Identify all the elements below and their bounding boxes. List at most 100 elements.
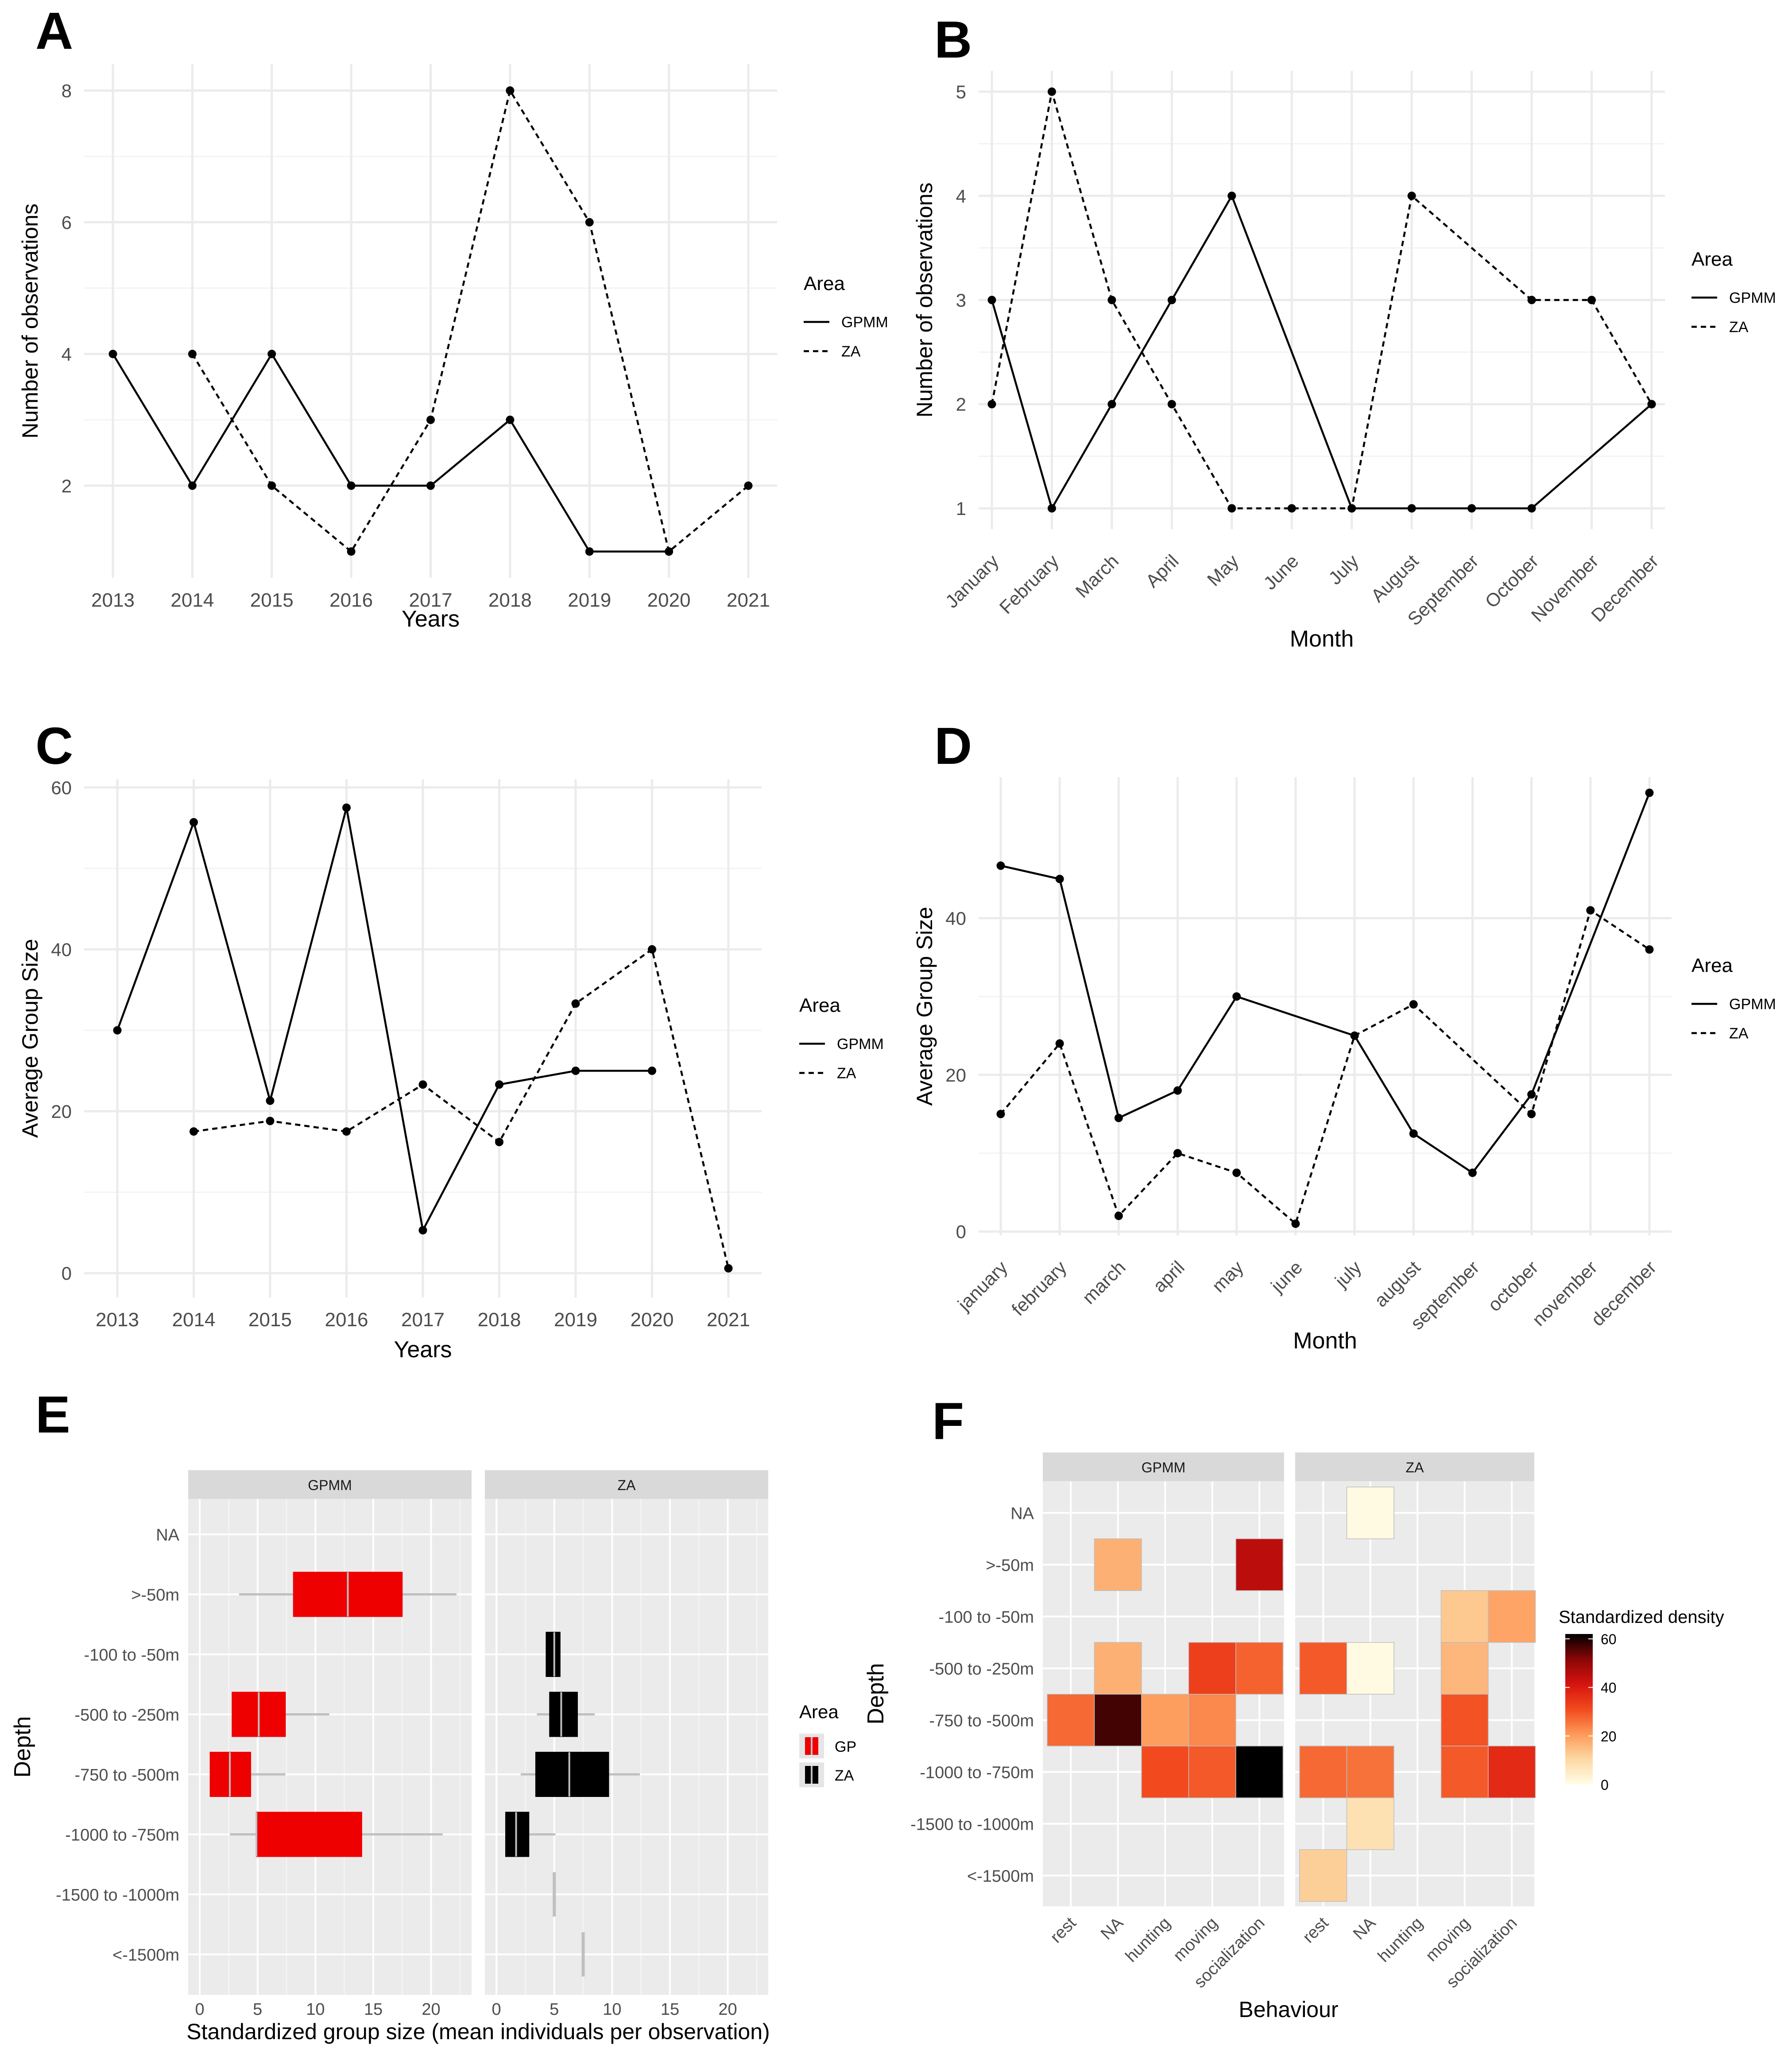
data-point-gpmm xyxy=(108,349,117,358)
data-point-gpmm xyxy=(1527,1090,1536,1099)
data-point-gpmm xyxy=(1114,1114,1123,1123)
box-iqr xyxy=(546,1632,561,1677)
x-tick-label: 5 xyxy=(550,2000,559,2019)
x-tick-label: 0 xyxy=(492,2000,501,2019)
facet-panel xyxy=(485,1499,768,1995)
legend-label: GP xyxy=(835,1739,856,1755)
data-point-za xyxy=(996,1110,1005,1119)
heatmap-cell xyxy=(1346,1746,1394,1798)
panel-label-d: D xyxy=(934,717,972,775)
x-tick-label: 2021 xyxy=(727,589,770,611)
data-point-za xyxy=(1587,296,1596,304)
y-tick-label: 2 xyxy=(62,476,72,496)
panel-label-c: C xyxy=(35,717,73,775)
facet-label: ZA xyxy=(1406,1460,1424,1475)
data-point-za xyxy=(506,86,515,95)
data-point-gpmm xyxy=(1468,1168,1477,1177)
heatmap-cell xyxy=(1235,1642,1284,1695)
y-axis-title: Depth xyxy=(863,1663,889,1725)
x-tick-label: 20 xyxy=(422,2000,440,2019)
data-point-gpmm xyxy=(267,349,276,358)
x-axis-title: Behaviour xyxy=(1239,1997,1338,2022)
y-tick-label: >-50m xyxy=(986,1557,1034,1575)
y-tick-label: 0 xyxy=(62,1263,72,1284)
heatmap-cell xyxy=(1299,1849,1347,1902)
heatmap-cell xyxy=(1141,1694,1189,1746)
legend-title: Area xyxy=(799,1701,839,1722)
x-axis-title: Standardized group size (mean individual… xyxy=(186,2019,770,2044)
heatmap-cell xyxy=(1346,1487,1394,1539)
panel-label-f: F xyxy=(932,1392,964,1451)
legend-label: ZA xyxy=(835,1767,854,1784)
x-tick-label: 2013 xyxy=(96,1309,139,1331)
y-tick-label: 20 xyxy=(51,1101,72,1122)
y-tick-label: NA xyxy=(156,1526,179,1545)
data-point-za xyxy=(1107,296,1116,304)
heatmap-cell xyxy=(1440,1590,1489,1643)
y-tick-label: 20 xyxy=(945,1065,966,1085)
gridlines xyxy=(979,777,1672,1235)
data-point-gpmm xyxy=(1167,296,1176,304)
data-point-gpmm xyxy=(1047,504,1056,513)
data-point-gpmm xyxy=(1227,191,1236,200)
data-point-gpmm xyxy=(190,818,198,827)
legend-title: Area xyxy=(804,273,845,294)
data-point-za xyxy=(1287,504,1296,513)
y-tick-label: 3 xyxy=(956,290,966,311)
heatmap-cell xyxy=(1299,1642,1347,1695)
heatmap-cell xyxy=(1299,1746,1347,1798)
y-tick-label: 8 xyxy=(62,80,72,101)
data-point-za xyxy=(571,999,580,1008)
x-tick-label: 2015 xyxy=(250,589,294,611)
data-point-za xyxy=(1347,504,1356,513)
x-tick-label: 2021 xyxy=(707,1309,750,1331)
gridlines xyxy=(84,64,777,578)
data-point-za xyxy=(342,1127,351,1136)
data-point-za xyxy=(1409,1000,1418,1009)
data-point-gpmm xyxy=(188,481,197,490)
heatmap-cell xyxy=(1440,1746,1489,1798)
data-point-za xyxy=(418,1080,427,1089)
y-tick-label: -1000 to -750m xyxy=(920,1764,1034,1782)
x-tick-label: 10 xyxy=(603,2000,621,2019)
data-point-za xyxy=(426,415,435,424)
y-axis-title: Average Group Size xyxy=(18,939,43,1138)
data-point-za xyxy=(987,400,996,409)
y-tick-label: <-1500m xyxy=(112,1946,179,1965)
heatmap-cell xyxy=(1188,1746,1236,1798)
y-tick-label: -500 to -250m xyxy=(929,1660,1034,1679)
data-point-gpmm xyxy=(648,1066,656,1075)
heatmap-cell xyxy=(1488,1746,1536,1798)
y-tick-label: -1000 to -750m xyxy=(65,1826,179,1845)
data-point-za xyxy=(1167,400,1176,409)
x-axis-title: Years xyxy=(402,606,460,632)
data-point-gpmm xyxy=(426,481,435,490)
legend-label-gpmm: GPMM xyxy=(841,314,888,331)
heatmap-cell xyxy=(1141,1746,1189,1798)
y-tick-label: -750 to -500m xyxy=(929,1712,1034,1731)
data-point-gpmm xyxy=(571,1066,580,1075)
data-point-za xyxy=(1350,1031,1359,1040)
x-tick-label: 2015 xyxy=(248,1309,292,1331)
legend-title: Standardized density xyxy=(1559,1607,1724,1627)
data-point-za xyxy=(495,1138,503,1146)
y-tick-label: -100 to -50m xyxy=(84,1646,179,1665)
y-axis-title: Depth xyxy=(10,1716,35,1778)
heatmap-cell xyxy=(1235,1538,1284,1591)
facet-strip xyxy=(485,1470,768,1499)
data-point-gpmm xyxy=(1409,1129,1418,1138)
x-tick-label: 15 xyxy=(661,2000,679,2019)
heatmap-cell xyxy=(1094,1694,1142,1746)
data-point-za xyxy=(1114,1212,1123,1220)
data-point-za xyxy=(1586,906,1595,915)
y-tick-label: >-50m xyxy=(131,1586,179,1605)
x-tick-label: 2014 xyxy=(170,589,214,611)
data-point-za xyxy=(1047,87,1056,96)
data-point-za xyxy=(267,481,276,490)
gridlines xyxy=(84,779,762,1297)
data-point-za xyxy=(1527,296,1536,304)
data-point-gpmm xyxy=(1467,504,1476,513)
x-tick-label: 15 xyxy=(364,2000,383,2019)
data-point-gpmm xyxy=(1527,504,1536,513)
